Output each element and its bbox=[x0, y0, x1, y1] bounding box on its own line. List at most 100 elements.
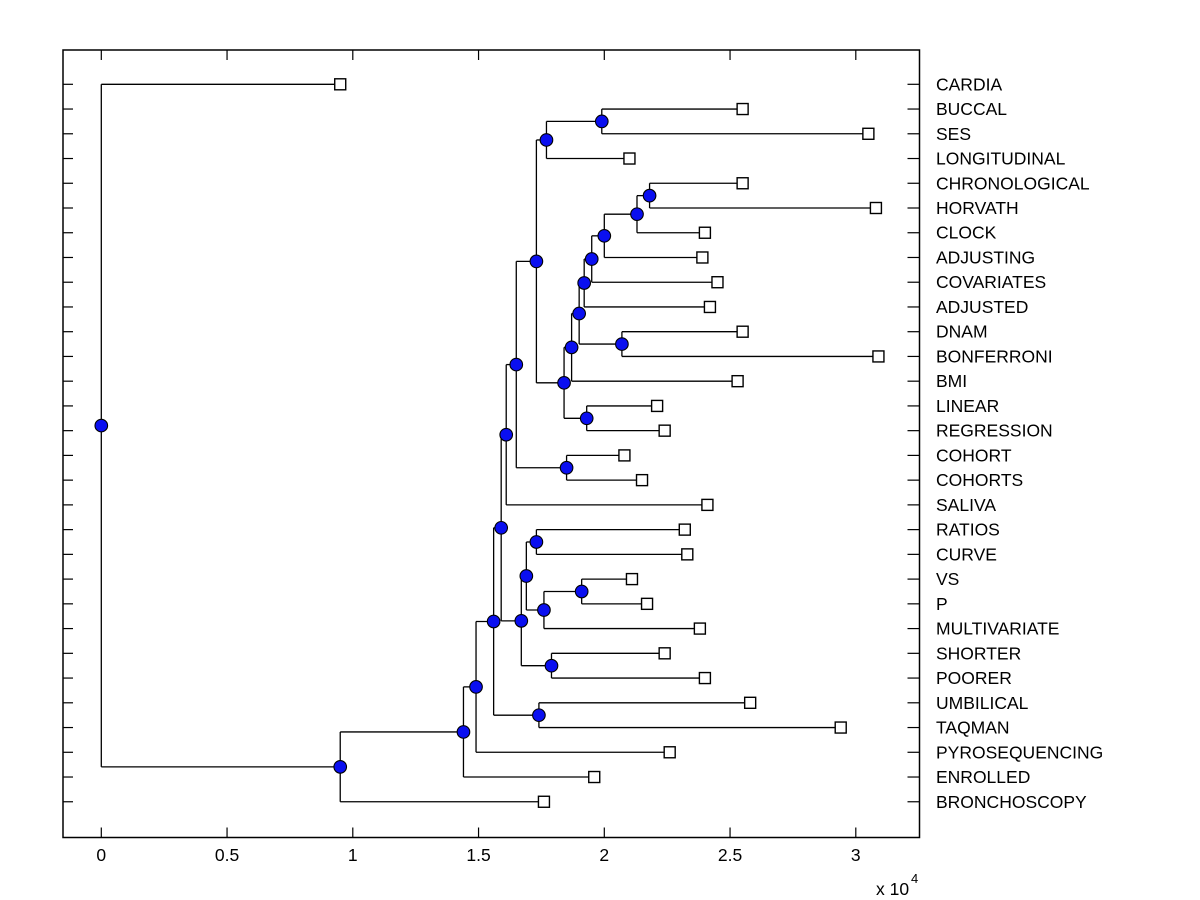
tree-branches bbox=[100, 83, 879, 803]
leaf-label-dnam: DNAM bbox=[936, 322, 988, 342]
branch-node-marker-L14 bbox=[559, 460, 574, 475]
x-tick-label-0.5: 0.5 bbox=[215, 845, 239, 865]
plot-box bbox=[62, 49, 921, 839]
leaf-label-ses: SES bbox=[936, 124, 971, 144]
leaf-label-buccal: BUCCAL bbox=[936, 99, 1007, 119]
leaf-label-longitudinal: LONGITUDINAL bbox=[936, 149, 1066, 169]
leaf-marker-saliva bbox=[701, 498, 714, 512]
branch-node-marker-L27 bbox=[456, 725, 471, 739]
branch-node-marker-L24 bbox=[532, 708, 546, 723]
leaf-label-shorter: SHORTER bbox=[936, 643, 1021, 663]
branch-node-marker-L20 bbox=[519, 569, 534, 583]
leaf-label-cohorts: COHORTS bbox=[936, 470, 1023, 490]
x-tick-label-1.5: 1.5 bbox=[466, 845, 490, 865]
leaf-label-cohort: COHORT bbox=[936, 445, 1012, 465]
leaf-marker-poorer bbox=[698, 671, 712, 685]
x-tick-label-3: 3 bbox=[851, 845, 861, 865]
branch-node-marker-L22 bbox=[514, 613, 529, 628]
branch-node-marker-L19 bbox=[537, 603, 551, 617]
leaf-marker-covariates bbox=[711, 276, 724, 289]
leaf-marker-vs bbox=[625, 572, 639, 586]
branch-node-marker-L4 bbox=[630, 207, 644, 222]
branch-node-marker-L28 bbox=[333, 760, 348, 774]
leaf-label-adjusting: ADJUSTING bbox=[936, 247, 1035, 267]
branch-node-marker-L15 bbox=[509, 357, 524, 372]
branch-node-marker-L1 bbox=[594, 114, 609, 129]
leaf-label-cardia: CARDIA bbox=[936, 74, 1002, 94]
branch-node-marker-L13 bbox=[529, 254, 544, 269]
leaf-marker-ses bbox=[862, 127, 875, 140]
branch-node-marker-L25 bbox=[486, 614, 501, 629]
branch-node-marker-L11 bbox=[579, 411, 594, 426]
leaf-label-curve: CURVE bbox=[936, 544, 997, 564]
leaf-marker-pyrosequencing bbox=[663, 746, 676, 759]
leaf-label-clock: CLOCK bbox=[936, 223, 997, 243]
leaf-marker-longitudinal bbox=[623, 152, 636, 165]
leaf-label-poorer: POORER bbox=[936, 668, 1012, 688]
leaf-marker-regression bbox=[658, 424, 671, 437]
x-axis-tick-labels: 0 0.5 1 1.5 2 2.5 3 bbox=[96, 845, 860, 865]
leaf-marker-cohort bbox=[618, 449, 631, 462]
leaf-marker-multivariate bbox=[693, 622, 707, 635]
leaf-label-covariates: COVARIATES bbox=[936, 272, 1046, 292]
branch-node-marker-L17 bbox=[529, 535, 544, 549]
leaf-label-enrolled: ENROLLED bbox=[936, 767, 1030, 787]
x-tick-label-1: 1 bbox=[348, 845, 358, 865]
branch-node-marker-L12 bbox=[557, 375, 571, 390]
leaf-marker-cardia bbox=[334, 78, 347, 91]
leaf-marker-bmi bbox=[731, 374, 744, 388]
leaf-marker-dnam bbox=[736, 325, 749, 338]
leaf-label-multivariate: MULTIVARIATE bbox=[936, 619, 1059, 639]
leaf-marker-ratios bbox=[678, 523, 691, 536]
leaf-label-pyrosequencing: PYROSEQUENCING bbox=[936, 742, 1103, 762]
branch-node-marker-L2 bbox=[539, 133, 554, 147]
branch-node-marker-L3 bbox=[642, 188, 657, 203]
leaf-marker-umbilical bbox=[743, 696, 757, 709]
leaf-marker-cohorts bbox=[635, 473, 649, 487]
branch-node-marker-L21 bbox=[544, 658, 559, 673]
leaf-label-linear: LINEAR bbox=[936, 396, 999, 416]
leaf-label-vs: VS bbox=[936, 569, 959, 589]
leaf-label-horvath: HORVATH bbox=[936, 198, 1019, 218]
leaf-label-regression: REGRESSION bbox=[936, 421, 1053, 441]
leaf-marker-taqman bbox=[834, 721, 847, 734]
branch-node-marker-L18 bbox=[574, 584, 589, 599]
leaf-markers bbox=[334, 78, 885, 808]
branch-node-marker-L16 bbox=[499, 427, 514, 442]
leaf-marker-adjusting bbox=[696, 251, 709, 264]
leaf-label-taqman: TAQMAN bbox=[936, 718, 1010, 738]
x-tick-label-0: 0 bbox=[96, 845, 106, 865]
x-axis-exponent-label: x 104 bbox=[876, 871, 918, 899]
leaf-marker-p bbox=[640, 597, 654, 611]
leaf-marker-chronological bbox=[736, 177, 749, 190]
exponent-superscript-text: 4 bbox=[911, 871, 918, 886]
leaf-marker-clock bbox=[698, 226, 712, 239]
leaf-label-bonferroni: BONFERRONI bbox=[936, 346, 1053, 366]
branch-node-marker-L29 bbox=[94, 418, 109, 433]
leaf-marker-shorter bbox=[658, 647, 671, 660]
leaf-marker-horvath bbox=[869, 201, 883, 215]
leaf-label-p: P bbox=[936, 594, 948, 614]
branch-node-marker-L6 bbox=[584, 252, 599, 266]
branch-node-markers bbox=[94, 114, 657, 774]
branch-node-marker-L26 bbox=[469, 680, 483, 694]
branch-node-marker-L8 bbox=[615, 337, 629, 351]
branch-node-marker-L9 bbox=[572, 306, 587, 321]
x-tick-label-2: 2 bbox=[599, 845, 609, 865]
leaf-marker-adjusted bbox=[703, 300, 717, 314]
leaf-marker-bonferroni bbox=[872, 350, 885, 363]
branch-node-marker-L7 bbox=[577, 276, 592, 290]
branch-node-marker-L5 bbox=[597, 228, 612, 243]
leaf-label-bmi: BMI bbox=[936, 371, 967, 391]
leaf-label-adjusted: ADJUSTED bbox=[936, 297, 1028, 317]
leaf-label-umbilical: UMBILICAL bbox=[936, 693, 1029, 713]
leaf-marker-bronchoscopy bbox=[537, 795, 551, 808]
leaf-label-bronchoscopy: BRONCHOSCOPY bbox=[936, 792, 1087, 812]
leaf-marker-curve bbox=[681, 548, 694, 561]
exponent-prefix-text: x 10 bbox=[876, 879, 909, 899]
leaf-marker-enrolled bbox=[588, 770, 601, 784]
leaf-label-saliva: SALIVA bbox=[936, 495, 996, 515]
axis-ticks bbox=[63, 50, 920, 838]
